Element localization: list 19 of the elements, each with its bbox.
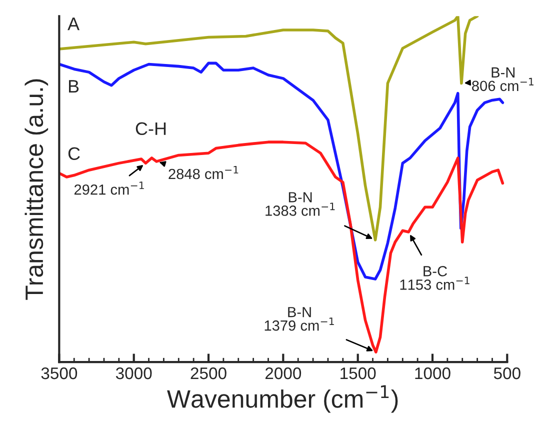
x-tick-label: 3000 [116,367,152,380]
x-tick-label: 500 [494,367,520,380]
annotation: B-C 1153 cm$^{−1}$ [400,266,470,290]
x-tick-label: 2500 [190,367,226,380]
annotation: C-H [136,122,166,136]
annotation: B-N 1383 cm$^{−1}$ [266,192,335,216]
annotation: B-N 1379 cm$^{−1}$ [264,307,334,331]
x-tick-label: 2000 [265,367,302,380]
series-label: C [68,147,80,160]
y-axis-title: Transmittance (a.u.) [24,79,48,300]
annotation: B-N 806 cm$^{−1}$ [472,67,534,92]
annotation: 2921 cm$^{−1}$ [74,182,144,195]
annotation: 2848 cm$^{−1}$ [168,166,238,180]
series-label: B [69,80,79,93]
x-axis-title: Wavenumber (cm$^{−1}$) [167,385,398,413]
x-tick-label: 3500 [41,367,78,380]
x-tick-label: 1000 [415,367,450,380]
series-label: A [68,18,80,30]
x-tick-label: 1500 [340,367,376,380]
